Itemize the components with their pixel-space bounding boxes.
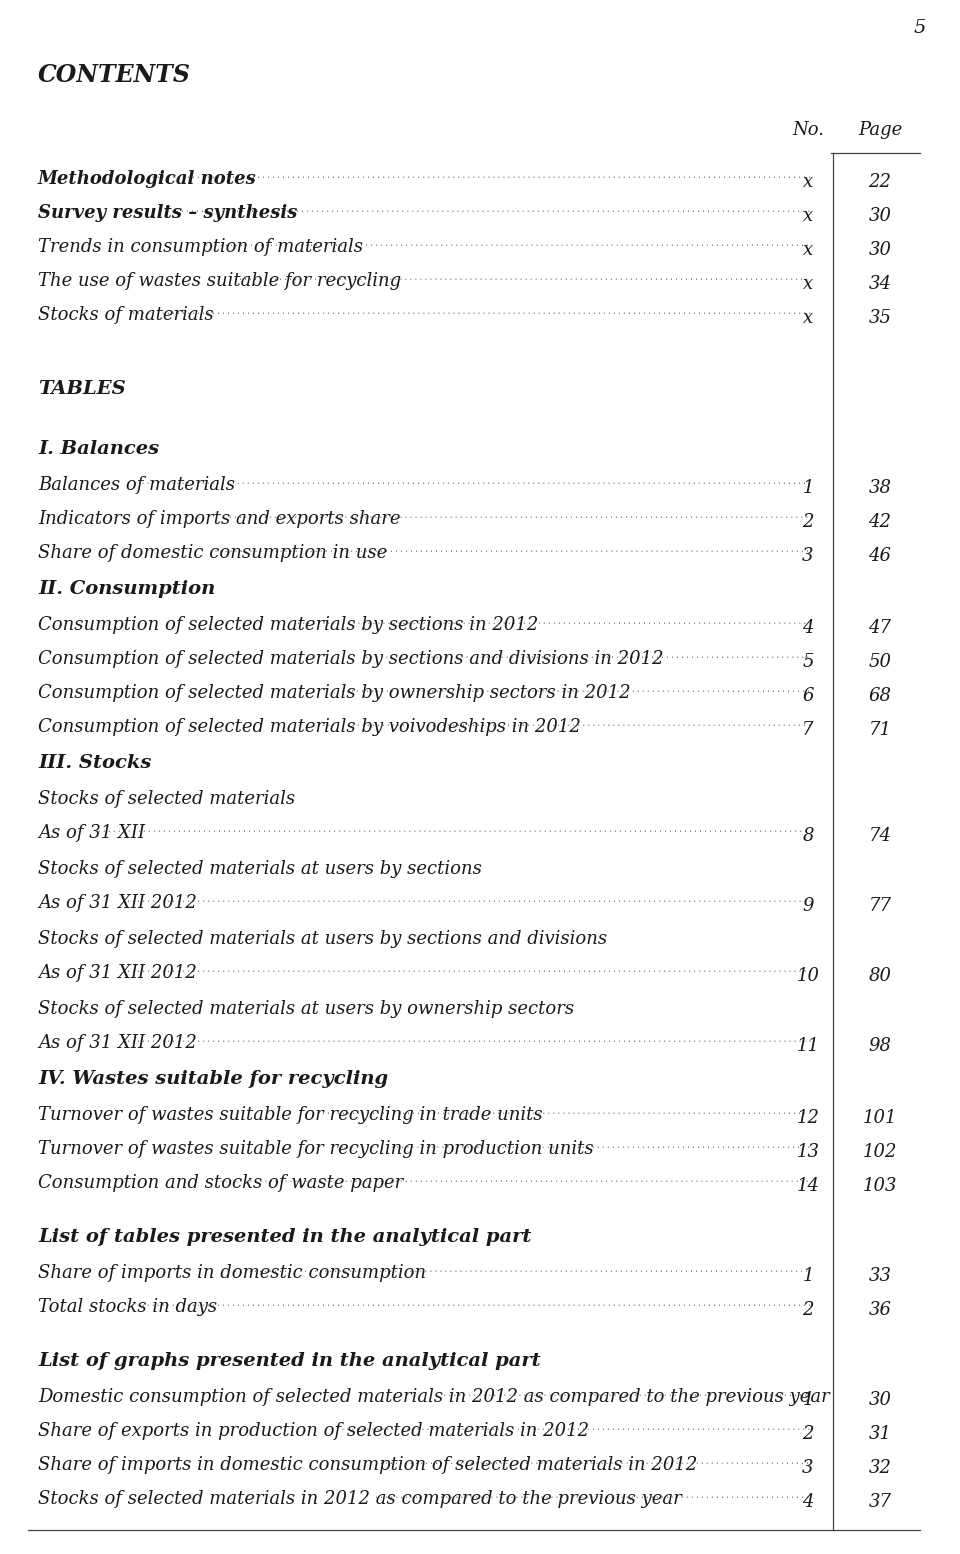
Text: 101: 101: [863, 1110, 898, 1127]
Text: 34: 34: [869, 275, 892, 294]
Text: 102: 102: [863, 1144, 898, 1161]
Text: Trends in consumption of materials: Trends in consumption of materials: [38, 238, 363, 256]
Text: TABLES: TABLES: [38, 381, 126, 398]
Text: 11: 11: [797, 1037, 820, 1055]
Text: 6: 6: [803, 687, 814, 706]
Text: 31: 31: [869, 1425, 892, 1444]
Text: 2: 2: [803, 1301, 814, 1319]
Text: No.: No.: [792, 121, 824, 138]
Text: 7: 7: [803, 721, 814, 740]
Text: 68: 68: [869, 687, 892, 706]
Text: 1: 1: [803, 479, 814, 497]
Text: x: x: [803, 241, 813, 260]
Text: Domestic consumption of selected materials in 2012 as compared to the previous y: Domestic consumption of selected materia…: [38, 1388, 829, 1406]
Text: Consumption of selected materials by voivodeships in 2012: Consumption of selected materials by voi…: [38, 718, 581, 737]
Text: 22: 22: [869, 172, 892, 191]
Text: 38: 38: [869, 479, 892, 497]
Text: 33: 33: [869, 1267, 892, 1285]
Text: Consumption of selected materials by sections in 2012: Consumption of selected materials by sec…: [38, 615, 539, 634]
Text: 42: 42: [869, 513, 892, 531]
Text: 10: 10: [797, 967, 820, 985]
Text: 13: 13: [797, 1144, 820, 1161]
Text: 4: 4: [803, 1493, 814, 1510]
Text: 98: 98: [869, 1037, 892, 1055]
Text: Share of imports in domestic consumption: Share of imports in domestic consumption: [38, 1263, 426, 1282]
Text: 8: 8: [803, 827, 814, 845]
Text: 9: 9: [803, 897, 814, 915]
Text: x: x: [803, 275, 813, 294]
Text: 71: 71: [869, 721, 892, 740]
Text: 3: 3: [803, 1459, 814, 1476]
Text: 5: 5: [914, 19, 926, 37]
Text: Share of exports in production of selected materials in 2012: Share of exports in production of select…: [38, 1422, 589, 1441]
Text: 37: 37: [869, 1493, 892, 1510]
Text: Stocks of selected materials at users by sections and divisions: Stocks of selected materials at users by…: [38, 929, 607, 948]
Text: List of graphs presented in the analytical part: List of graphs presented in the analytic…: [38, 1352, 540, 1371]
Text: Methodological notes: Methodological notes: [38, 169, 256, 188]
Text: Consumption and stocks of waste paper: Consumption and stocks of waste paper: [38, 1173, 403, 1192]
Text: x: x: [803, 207, 813, 225]
Text: Stocks of materials: Stocks of materials: [38, 306, 214, 323]
Text: 74: 74: [869, 827, 892, 845]
Text: 12: 12: [797, 1110, 820, 1127]
Text: x: x: [803, 172, 813, 191]
Text: 77: 77: [869, 897, 892, 915]
Text: Share of imports in domestic consumption of selected materials in 2012: Share of imports in domestic consumption…: [38, 1456, 697, 1475]
Text: 30: 30: [869, 241, 892, 260]
Text: 30: 30: [869, 1391, 892, 1409]
Text: Page: Page: [858, 121, 902, 138]
Text: Consumption of selected materials by sections and divisions in 2012: Consumption of selected materials by sec…: [38, 650, 663, 668]
Text: x: x: [803, 309, 813, 326]
Text: 2: 2: [803, 513, 814, 531]
Text: Consumption of selected materials by ownership sectors in 2012: Consumption of selected materials by own…: [38, 684, 631, 702]
Text: The use of wastes suitable for recycling: The use of wastes suitable for recycling: [38, 272, 401, 291]
Text: Stocks of selected materials at users by sections: Stocks of selected materials at users by…: [38, 859, 482, 878]
Text: 80: 80: [869, 967, 892, 985]
Text: Turnover of wastes suitable for recycling in trade units: Turnover of wastes suitable for recyclin…: [38, 1106, 542, 1124]
Text: 4: 4: [803, 618, 814, 637]
Text: Share of domestic consumption in use: Share of domestic consumption in use: [38, 544, 387, 563]
Text: Survey results – synthesis: Survey results – synthesis: [38, 204, 298, 222]
Text: 35: 35: [869, 309, 892, 326]
Text: 2: 2: [803, 1425, 814, 1444]
Text: 5: 5: [803, 653, 814, 671]
Text: 36: 36: [869, 1301, 892, 1319]
Text: III. Stocks: III. Stocks: [38, 754, 152, 772]
Text: I. Balances: I. Balances: [38, 440, 159, 458]
Text: Balances of materials: Balances of materials: [38, 476, 235, 494]
Text: CONTENTS: CONTENTS: [38, 64, 191, 87]
Text: Stocks of selected materials at users by ownership sectors: Stocks of selected materials at users by…: [38, 1001, 574, 1018]
Text: Total stocks in days: Total stocks in days: [38, 1298, 217, 1316]
Text: Stocks of selected materials: Stocks of selected materials: [38, 789, 295, 808]
Text: Indicators of imports and exports share: Indicators of imports and exports share: [38, 510, 400, 528]
Text: Turnover of wastes suitable for recycling in production units: Turnover of wastes suitable for recyclin…: [38, 1141, 593, 1158]
Text: 30: 30: [869, 207, 892, 225]
Text: As of 31 XII 2012: As of 31 XII 2012: [38, 1033, 197, 1052]
Text: 1: 1: [803, 1391, 814, 1409]
Text: As of 31 XII: As of 31 XII: [38, 824, 145, 842]
Text: 32: 32: [869, 1459, 892, 1476]
Text: Stocks of selected materials in 2012 as compared to the previous year: Stocks of selected materials in 2012 as …: [38, 1490, 682, 1507]
Text: As of 31 XII 2012: As of 31 XII 2012: [38, 894, 197, 912]
Text: 47: 47: [869, 618, 892, 637]
Text: 1: 1: [803, 1267, 814, 1285]
Text: 46: 46: [869, 547, 892, 566]
Text: List of tables presented in the analytical part: List of tables presented in the analytic…: [38, 1228, 532, 1246]
Text: 50: 50: [869, 653, 892, 671]
Text: II. Consumption: II. Consumption: [38, 580, 215, 598]
Text: As of 31 XII 2012: As of 31 XII 2012: [38, 963, 197, 982]
Text: 14: 14: [797, 1176, 820, 1195]
Text: IV. Wastes suitable for recycling: IV. Wastes suitable for recycling: [38, 1071, 388, 1088]
Text: 3: 3: [803, 547, 814, 566]
Text: 103: 103: [863, 1176, 898, 1195]
